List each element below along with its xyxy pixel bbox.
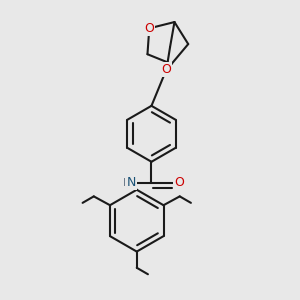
Text: O: O [162, 63, 172, 76]
Text: O: O [174, 176, 184, 190]
Text: N: N [127, 176, 136, 190]
Text: H: H [123, 178, 131, 188]
Text: O: O [144, 22, 154, 35]
